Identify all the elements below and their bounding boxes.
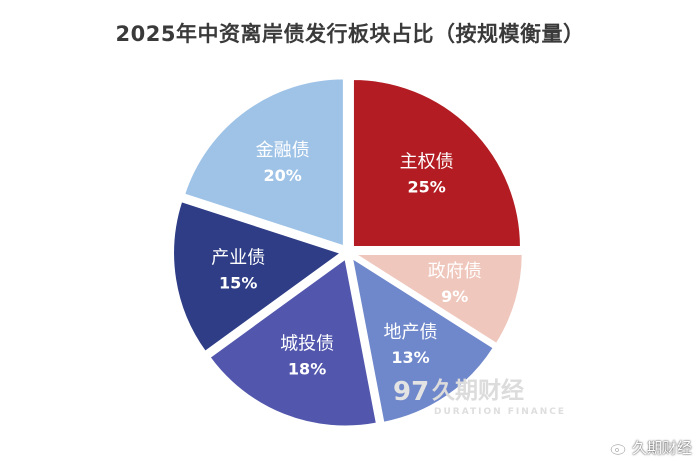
slice-name-label: 城投债 <box>280 333 334 354</box>
slice-percent-label: 9% <box>441 287 468 306</box>
pie-slice <box>351 78 522 249</box>
slice-name-label: 金融债 <box>256 140 310 161</box>
slice-percent-label: 20% <box>264 166 302 185</box>
chart-title: 2025年中资离岸债发行板块占比（按规模衡量） <box>115 22 585 46</box>
pie-slice <box>351 252 524 346</box>
pie-slice <box>350 255 496 424</box>
pie-slice <box>208 256 379 428</box>
watermark: 97 久期财经 DURATION FINANCE <box>393 377 566 417</box>
slice-name-label: 地产债 <box>383 322 437 343</box>
slice-percent-label: 18% <box>288 359 326 378</box>
pie-slices <box>172 77 524 428</box>
slice-percent-label: 25% <box>407 177 445 196</box>
slice-name-label: 主权债 <box>400 151 454 172</box>
slice-percent-label: 15% <box>219 273 257 292</box>
watermark-english: DURATION FINANCE <box>434 407 566 417</box>
pie-slice <box>182 77 345 248</box>
watermark-logo-mark: 97 <box>393 377 429 407</box>
slice-name-label: 政府债 <box>428 261 482 282</box>
weibo-watermark: 久期财经 <box>610 437 692 458</box>
pie-slice <box>172 199 344 354</box>
slice-percent-label: 13% <box>391 348 429 367</box>
pie-labels: 主权债 25% 政府债 9%地产债 13% 城投债 18% 产业债 15% 金融债 20% <box>211 140 482 378</box>
weibo-icon <box>610 441 628 455</box>
slice-name-label: 产业债 <box>211 247 265 268</box>
watermark-chinese: 久期财经 <box>432 377 524 404</box>
weibo-text: 久期财经 <box>631 439 692 457</box>
